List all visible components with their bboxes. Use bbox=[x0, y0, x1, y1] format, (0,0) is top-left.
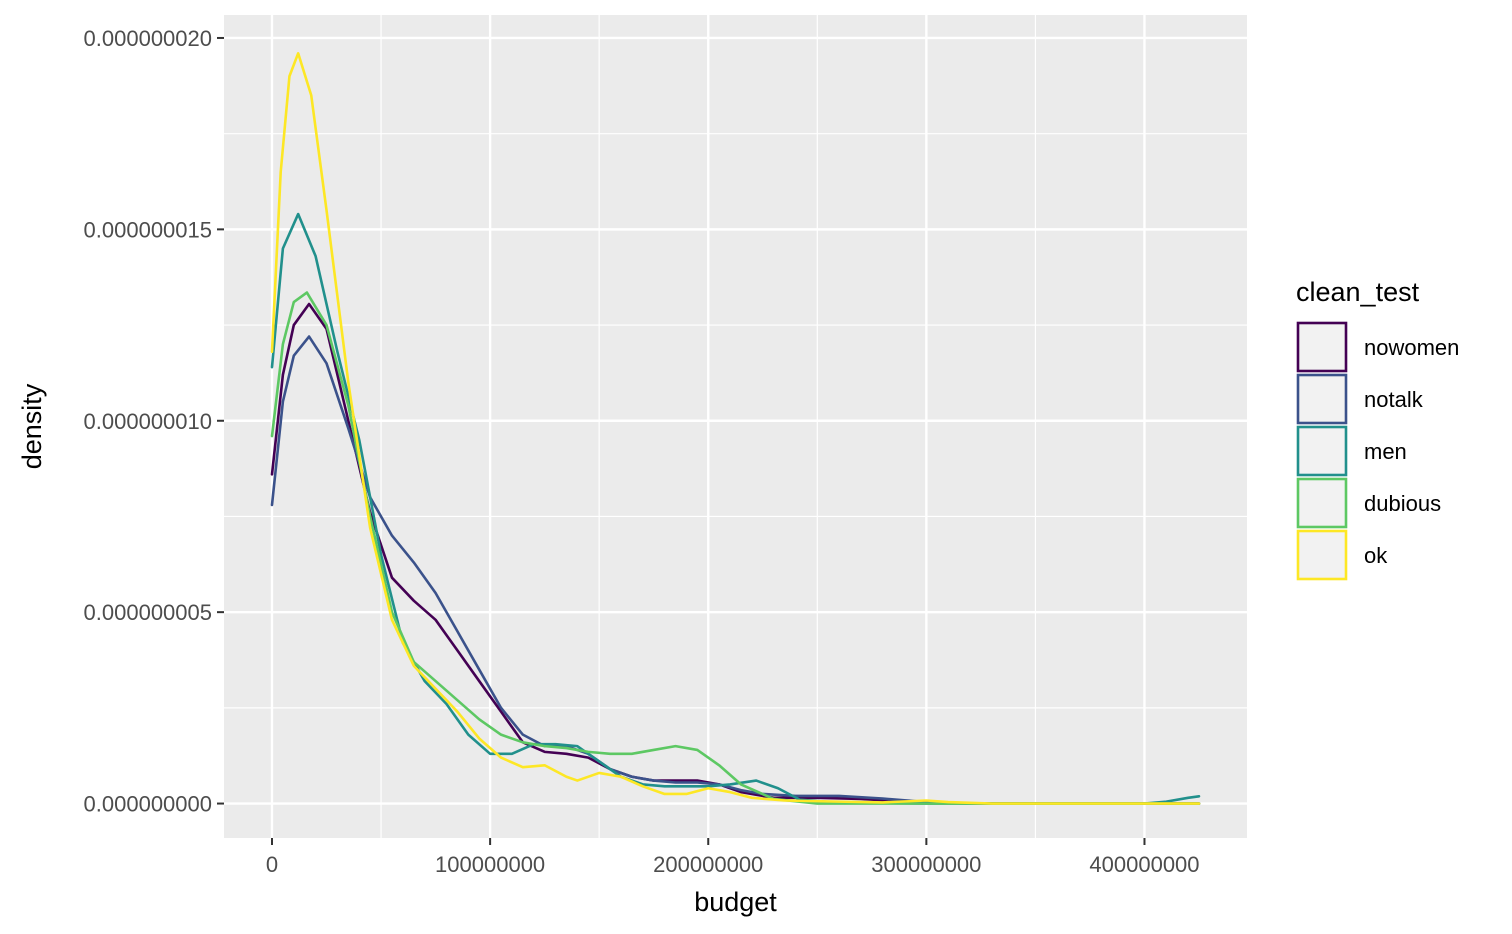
legend-title: clean_test bbox=[1296, 277, 1420, 307]
density-line-dubious bbox=[270, 291, 1201, 805]
legend-label-ok: ok bbox=[1364, 543, 1388, 568]
legend-label-notalk: notalk bbox=[1364, 387, 1424, 412]
x-tick-label: 400000000 bbox=[1089, 852, 1199, 877]
plot-panel bbox=[224, 15, 1247, 838]
x-tick-label: 200000000 bbox=[653, 852, 763, 877]
x-tick-label: 0 bbox=[266, 852, 278, 877]
x-tick-label: 300000000 bbox=[871, 852, 981, 877]
legend-key-notalk bbox=[1296, 373, 1348, 425]
y-axis-title: density bbox=[17, 383, 47, 469]
legend-label-men: men bbox=[1364, 439, 1407, 464]
density-lines bbox=[270, 51, 1201, 805]
legend-key-dubious bbox=[1296, 477, 1348, 529]
y-tick-label: 0.000000005 bbox=[84, 600, 212, 625]
y-tick-label: 0.000000010 bbox=[84, 409, 212, 434]
y-tick-label: 0.000000015 bbox=[84, 217, 212, 242]
legend-label-nowomen: nowomen bbox=[1364, 335, 1459, 360]
y-tick-label: 0.000000000 bbox=[84, 792, 212, 817]
legend: clean_test nowomen notalk men dubious ok bbox=[1296, 277, 1459, 581]
x-tick-label: 100000000 bbox=[435, 852, 545, 877]
y-axis: 0.000000000 0.000000005 0.000000010 0.00000… bbox=[84, 26, 224, 817]
legend-key-nowomen bbox=[1296, 321, 1348, 373]
y-tick-label: 0.000000020 bbox=[84, 26, 212, 51]
x-axis-title: budget bbox=[694, 887, 777, 917]
legend-key-men bbox=[1296, 425, 1348, 477]
minor-gridlines bbox=[224, 15, 1247, 838]
density-line-ok bbox=[270, 51, 1201, 805]
legend-label-dubious: dubious bbox=[1364, 491, 1441, 516]
density-line-nowomen bbox=[270, 302, 1201, 805]
legend-key-ok bbox=[1296, 529, 1348, 581]
x-axis: 0 100000000 200000000 300000000 400000000 bbox=[266, 838, 1200, 877]
